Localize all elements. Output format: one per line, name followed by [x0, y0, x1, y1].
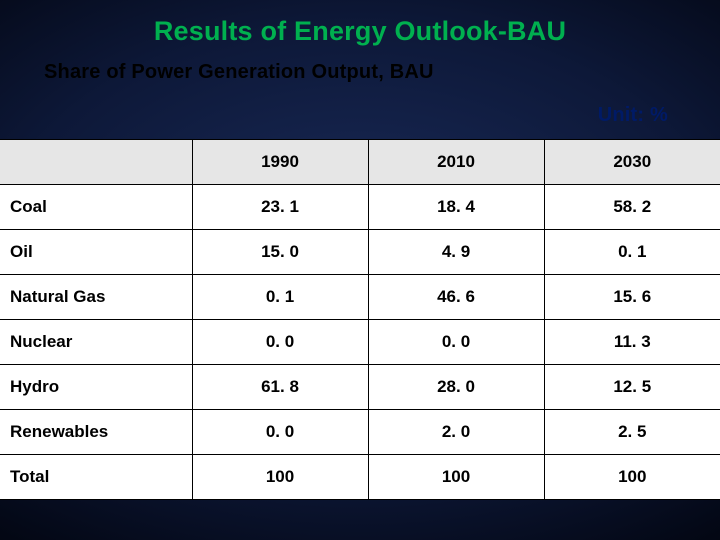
table-row: Natural Gas 0. 1 46. 6 15. 6: [0, 275, 720, 320]
slide-title: Results of Energy Outlook-BAU: [0, 0, 720, 47]
row-label: Natural Gas: [0, 275, 192, 320]
cell: 61. 8: [192, 365, 368, 410]
cell: 28. 0: [368, 365, 544, 410]
cell: 4. 9: [368, 230, 544, 275]
table-row: Total 100 100 100: [0, 455, 720, 500]
cell: 58. 2: [544, 185, 720, 230]
cell: 15. 0: [192, 230, 368, 275]
cell: 0. 1: [192, 275, 368, 320]
cell: 2. 5: [544, 410, 720, 455]
cell: 23. 1: [192, 185, 368, 230]
slide-subtitle: Share of Power Generation Output, BAU: [0, 47, 720, 84]
unit-label: Unit: %: [0, 84, 720, 135]
cell: 46. 6: [368, 275, 544, 320]
table-row: Hydro 61. 8 28. 0 12. 5: [0, 365, 720, 410]
col-header-1990: 1990: [192, 140, 368, 185]
table-row: Oil 15. 0 4. 9 0. 1: [0, 230, 720, 275]
row-label: Nuclear: [0, 320, 192, 365]
cell: 12. 5: [544, 365, 720, 410]
table-header-row: 1990 2010 2030: [0, 140, 720, 185]
cell: 0. 0: [368, 320, 544, 365]
row-label: Hydro: [0, 365, 192, 410]
table-row: Nuclear 0. 0 0. 0 11. 3: [0, 320, 720, 365]
cell: 11. 3: [544, 320, 720, 365]
data-table: 1990 2010 2030 Coal 23. 1 18. 4 58. 2 Oi…: [0, 139, 720, 500]
row-label: Total: [0, 455, 192, 500]
row-label: Oil: [0, 230, 192, 275]
col-header-2030: 2030: [544, 140, 720, 185]
cell: 0. 0: [192, 320, 368, 365]
col-header-blank: [0, 140, 192, 185]
table-row: Coal 23. 1 18. 4 58. 2: [0, 185, 720, 230]
cell: 100: [368, 455, 544, 500]
table-container: 1990 2010 2030 Coal 23. 1 18. 4 58. 2 Oi…: [0, 135, 720, 500]
cell: 2. 0: [368, 410, 544, 455]
row-label: Renewables: [0, 410, 192, 455]
cell: 18. 4: [368, 185, 544, 230]
cell: 100: [192, 455, 368, 500]
col-header-2010: 2010: [368, 140, 544, 185]
table-row: Renewables 0. 0 2. 0 2. 5: [0, 410, 720, 455]
cell: 15. 6: [544, 275, 720, 320]
cell: 100: [544, 455, 720, 500]
cell: 0. 1: [544, 230, 720, 275]
cell: 0. 0: [192, 410, 368, 455]
row-label: Coal: [0, 185, 192, 230]
